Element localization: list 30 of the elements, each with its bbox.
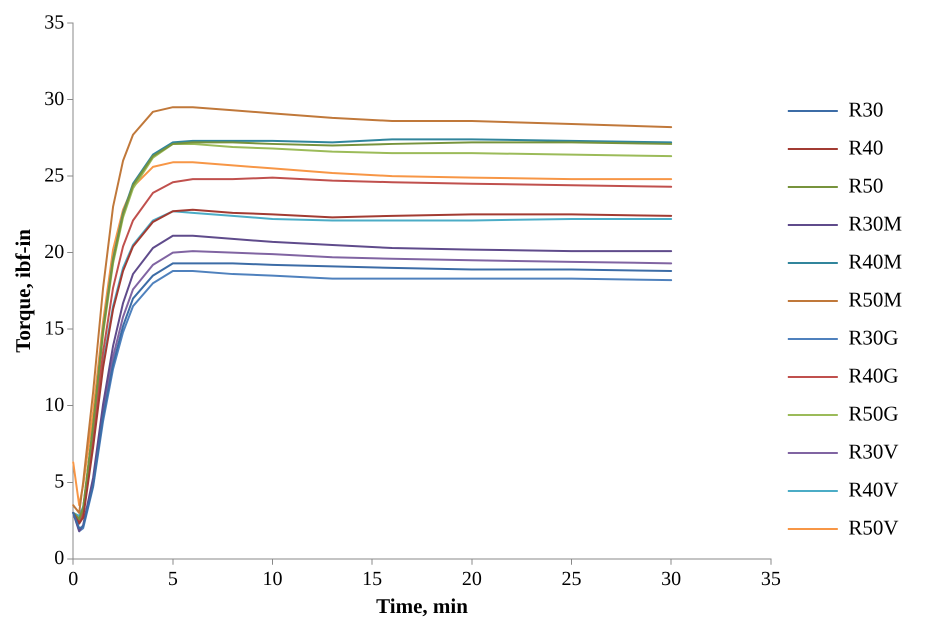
- legend-label: R30M: [848, 212, 902, 236]
- legend-label: R40: [848, 136, 884, 160]
- legend-label: R50: [848, 174, 884, 198]
- y-tick-label: 0: [54, 547, 64, 570]
- legend-label: R40M: [848, 250, 902, 274]
- x-tick-label: 0: [68, 568, 78, 590]
- legend-label: R40G: [848, 364, 899, 388]
- legend-label: R30: [848, 98, 884, 122]
- y-tick-label: 30: [44, 88, 64, 110]
- legend-label: R40V: [848, 478, 899, 502]
- y-axis-title: Torque, ibf-in: [11, 228, 36, 353]
- y-tick-label: 10: [44, 394, 64, 416]
- legend-label: R50M: [848, 288, 902, 312]
- y-tick-label: 15: [44, 317, 64, 340]
- x-tick-label: 20: [462, 568, 482, 590]
- y-tick-label: 5: [54, 470, 64, 493]
- x-axis-title: Time, min: [376, 594, 468, 618]
- y-tick-label: 35: [44, 11, 64, 34]
- legend-label: R30V: [848, 440, 899, 464]
- x-tick-label: 35: [760, 568, 781, 590]
- legend-label: R50G: [848, 402, 899, 426]
- x-tick-label: 30: [661, 568, 682, 590]
- y-tick-label: 25: [44, 164, 64, 186]
- y-tick-label: 20: [44, 240, 64, 263]
- x-tick-label: 25: [562, 568, 582, 590]
- x-tick-label: 15: [362, 568, 382, 590]
- x-tick-label: 10: [262, 568, 283, 590]
- x-tick-label: 5: [168, 568, 178, 590]
- legend-label: R50V: [848, 516, 899, 540]
- legend-label: R30G: [848, 326, 899, 350]
